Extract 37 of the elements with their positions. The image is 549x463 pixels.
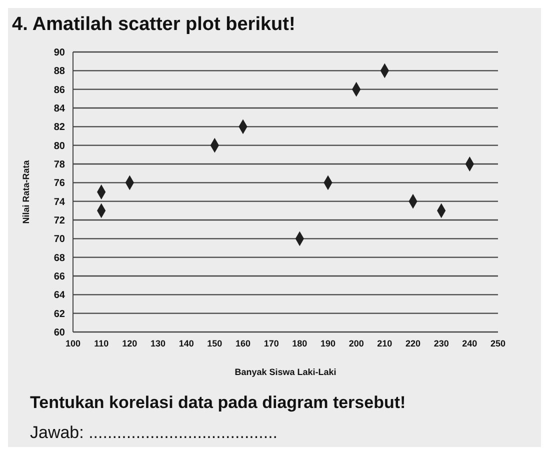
- x-tick-label: 250: [490, 338, 506, 348]
- y-tick-label: 60: [54, 328, 66, 339]
- y-tick-label: 88: [54, 66, 66, 78]
- x-tick-label: 160: [235, 338, 251, 348]
- y-tick-label: 70: [54, 234, 66, 246]
- y-tick-label: 72: [54, 216, 66, 227]
- y-tick-label: 64: [54, 290, 66, 302]
- x-tick-label: 150: [207, 338, 222, 348]
- x-tick-label: 200: [348, 338, 364, 348]
- text: Jawab: ........................................: [29, 422, 279, 444]
- x-tick-label: 110: [94, 338, 109, 348]
- y-tick-label: 74: [54, 196, 66, 208]
- x-tick-label: 180: [292, 338, 308, 348]
- x-tick-label: 130: [150, 338, 166, 348]
- x-tick-label: 100: [65, 338, 81, 348]
- x-tick-label: 230: [434, 338, 449, 348]
- y-tick-label: 84: [54, 104, 66, 115]
- y-tick-label: 68: [54, 252, 66, 264]
- y-tick-label: 82: [54, 122, 66, 134]
- text: Tentukan korelasi data pada diagram tersebut!: [29, 392, 407, 414]
- y-tick-label: 62: [54, 308, 66, 320]
- x-tick-label: 210: [377, 338, 392, 348]
- y-tick-label: 90: [54, 48, 66, 59]
- y-tick-label: 86: [54, 84, 66, 96]
- y-tick-label: 80: [54, 140, 66, 152]
- x-tick-label: 220: [405, 338, 421, 348]
- y-tick-label: 66: [54, 272, 66, 283]
- y-axis-title: Nilai Rata-Rata: [21, 159, 32, 224]
- y-tick-label: 78: [54, 160, 66, 171]
- x-tick-label: 140: [178, 338, 194, 348]
- x-tick-label: 190: [320, 338, 336, 348]
- x-tick-label: 240: [462, 338, 478, 348]
- chart-title: 4. Amatilah scatter plot berikut!: [11, 13, 296, 37]
- x-axis-title: Banyak Siswa Laki-Laki: [234, 367, 336, 377]
- y-tick-label: 76: [54, 178, 66, 190]
- x-tick-label: 120: [122, 338, 138, 348]
- x-tick-label: 170: [264, 338, 279, 348]
